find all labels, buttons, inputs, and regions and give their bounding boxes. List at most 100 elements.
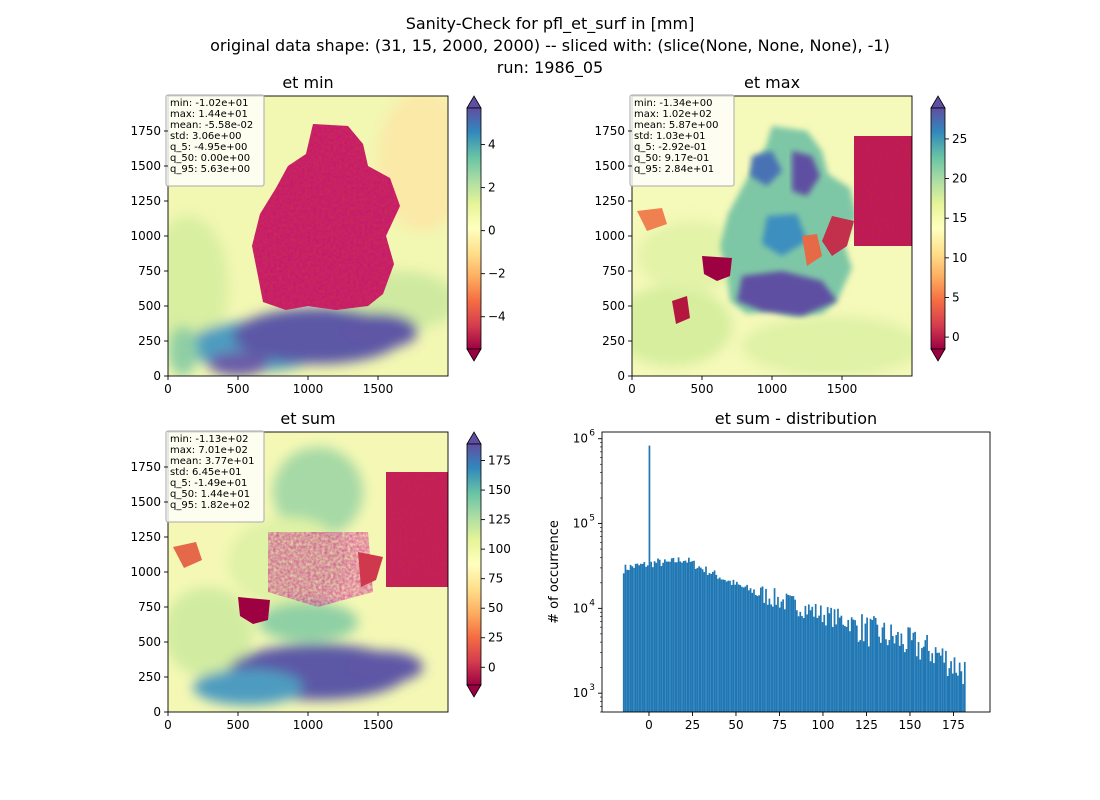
stat-line: std: 1.03e+01 (634, 131, 706, 142)
histogram-bar (821, 622, 824, 712)
histogram-bar (718, 577, 721, 712)
histogram-bar (787, 594, 790, 712)
histogram-bar (754, 594, 757, 712)
x-tick-label: 1500 (827, 382, 858, 396)
histogram-bar (773, 588, 776, 712)
histogram-bar (689, 561, 692, 712)
panel-et-max: et max min: -1.34e+00 max: 1. (594, 73, 967, 396)
y-tick-label: 750 (602, 264, 625, 278)
colorbar-gradient (930, 107, 946, 350)
colorbar-tick-label: 100 (488, 542, 511, 556)
histogram-bar (746, 584, 748, 712)
histogram-bar (744, 586, 747, 712)
histogram-bar (739, 585, 742, 712)
histogram-bar (694, 568, 697, 712)
histogram-bar (761, 586, 764, 712)
histogram-bar (742, 587, 745, 712)
histogram-bar (677, 557, 680, 712)
histogram-bar (778, 607, 781, 712)
histogram-bar (806, 614, 808, 712)
histogram-bar (682, 560, 685, 712)
colorbar-extend-max (466, 95, 482, 109)
stat-line: mean: -5.58e-02 (170, 120, 253, 131)
histogram-bar (790, 596, 793, 712)
histogram-bar (674, 562, 677, 712)
colorbar-tick-label: 20 (952, 172, 967, 186)
histogram-bar (676, 562, 678, 712)
histogram-bar (876, 624, 879, 712)
histogram-bar (734, 584, 736, 712)
histogram-bar (929, 661, 932, 712)
x-tick-label: 75 (772, 718, 787, 732)
histogram-bar (943, 662, 946, 712)
stat-line: q_95: 2.84e+01 (634, 164, 714, 175)
stat-line: q_50: 1.44e+01 (170, 489, 250, 500)
panel-et-sum-distribution: et sum - distribution # of occurrence 0 2… (547, 409, 991, 732)
y-tick-label: 750 (138, 264, 161, 278)
colorbar-extend-max (466, 431, 482, 445)
y-tick-label: 10 (573, 432, 588, 446)
histogram-bar (775, 604, 778, 712)
histogram-bar (664, 559, 666, 712)
histogram-bar (849, 631, 851, 712)
histogram-bar (777, 596, 779, 712)
stat-line: q_50: 0.00e+00 (170, 153, 250, 164)
colorbar-et-sum: 0 25 50 75 100 125 150 175 (466, 431, 511, 698)
histogram-bar (737, 584, 740, 712)
stat-line: mean: 3.77e+01 (170, 456, 254, 467)
y-tick-label: 1000 (130, 565, 161, 579)
x-tick-label: 50 (728, 718, 743, 732)
y-tick-label: 1000 (130, 229, 161, 243)
y-tick-label: 750 (138, 600, 161, 614)
y-tick-label: 250 (602, 334, 625, 348)
stat-line: q_50: 9.17e-01 (634, 153, 709, 164)
colorbar-tick-label: 175 (488, 454, 511, 468)
histogram-bar (934, 647, 937, 712)
histogram-bar (795, 610, 798, 712)
histogram-bar (628, 570, 630, 712)
stat-line: q_5: -4.95e+00 (170, 142, 247, 153)
colorbar-extend-min (466, 684, 482, 698)
histogram-bar (801, 615, 803, 712)
histogram-bar (951, 673, 954, 712)
histogram-bar (626, 569, 629, 712)
histogram-bar (950, 661, 952, 712)
histogram-bar (667, 561, 670, 712)
stat-line: q_95: 1.82e+02 (170, 500, 250, 511)
histogram-bar (631, 566, 634, 712)
x-tick-label: 100 (812, 718, 835, 732)
histogram-bar (955, 672, 958, 712)
x-tick-label: 1000 (293, 382, 324, 396)
histogram-bar (792, 596, 795, 712)
colorbar-gradient (466, 443, 482, 686)
histogram-bar (915, 656, 918, 712)
histogram-bar (807, 604, 810, 712)
histogram-bar (809, 610, 812, 712)
histogram-ylabel: # of occurrence (547, 520, 562, 624)
histogram-bar (945, 650, 947, 712)
histogram-bar (838, 617, 841, 712)
histogram-bar (751, 592, 754, 712)
histogram-bar (641, 563, 644, 712)
histogram-bar (927, 650, 930, 712)
histogram-bar (919, 659, 922, 712)
histogram-bar (636, 563, 639, 712)
x-tick-label: 1500 (363, 718, 394, 732)
histogram-bar (819, 605, 822, 712)
histogram-bar (963, 661, 966, 712)
histogram-bar (922, 646, 925, 712)
x-tick-label: 0 (628, 382, 636, 396)
colorbar-tick-label: 15 (952, 211, 967, 225)
histogram-bar (753, 589, 755, 712)
histogram-bar (840, 615, 843, 712)
histogram-bar (691, 561, 694, 712)
histogram-bar (670, 558, 673, 712)
colorbar-tick-label: −2 (488, 267, 506, 281)
histogram-bar (857, 641, 860, 712)
histogram-bar (715, 574, 718, 712)
histogram-bar (960, 671, 963, 712)
histogram-title: et sum - distribution (715, 409, 877, 428)
stat-line: std: 3.06e+00 (170, 131, 242, 142)
figure-title-line-1: Sanity-Check for pfl_et_surf in [mm] (406, 14, 695, 34)
y-tick-label: 1750 (594, 124, 625, 138)
